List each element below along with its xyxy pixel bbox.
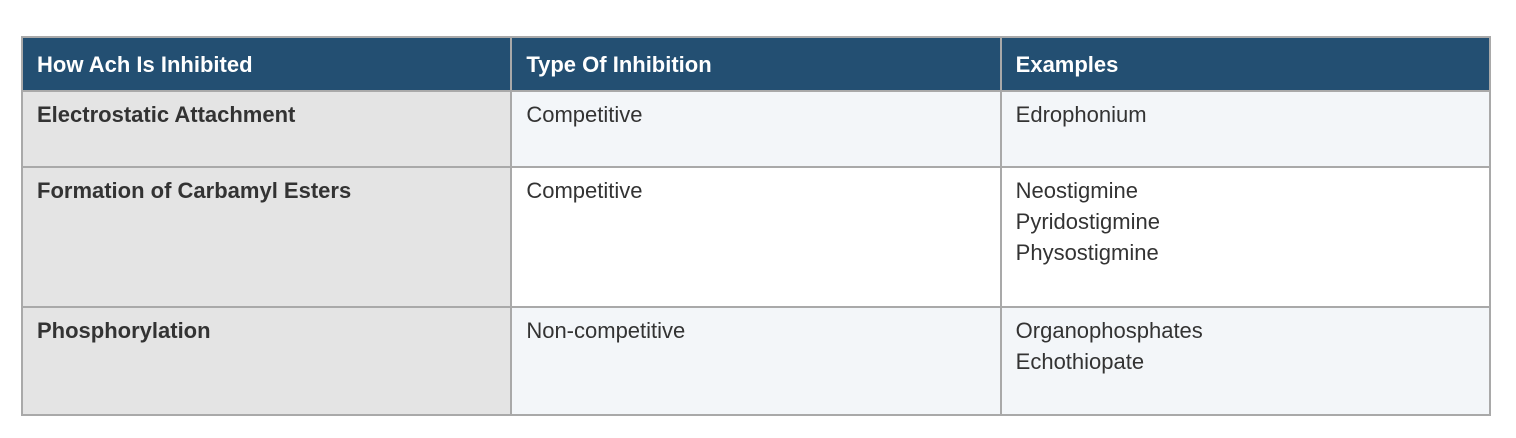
type-cell: Competitive (510, 90, 1002, 168)
table-row: Formation of Carbamyl Esters Competitive… (20, 166, 1492, 308)
header-examples: Examples (999, 36, 1492, 92)
example: Pyridostigmine (1015, 209, 1160, 234)
example: Echothiopate (1015, 349, 1145, 374)
example: Edrophonium (1015, 102, 1147, 127)
table-row: Electrostatic Attachment Competitive Edr… (20, 90, 1492, 168)
inhibition-table: How Ach Is Inhibited Type Of Inhibition … (20, 36, 1492, 416)
header-mechanism: How Ach Is Inhibited (20, 36, 513, 92)
type-cell: Non-competitive (510, 306, 1002, 416)
mechanism-cell: Phosphorylation (20, 306, 513, 416)
table-row: Phosphorylation Non-competitive Organoph… (20, 306, 1492, 416)
examples-cell: Neostigmine Pyridostigmine Physostigmine (999, 166, 1492, 308)
example: Organophosphates (1015, 318, 1203, 343)
header-type: Type Of Inhibition (510, 36, 1002, 92)
mechanism-cell: Formation of Carbamyl Esters (20, 166, 513, 308)
mechanism-cell: Electrostatic Attachment (20, 90, 513, 168)
example: Neostigmine (1015, 178, 1138, 203)
header-row: How Ach Is Inhibited Type Of Inhibition … (20, 36, 1492, 92)
examples-cell: Edrophonium (999, 90, 1492, 168)
examples-cell: Organophosphates Echothiopate (999, 306, 1492, 416)
type-cell: Competitive (510, 166, 1002, 308)
example: Physostigmine (1015, 240, 1159, 265)
